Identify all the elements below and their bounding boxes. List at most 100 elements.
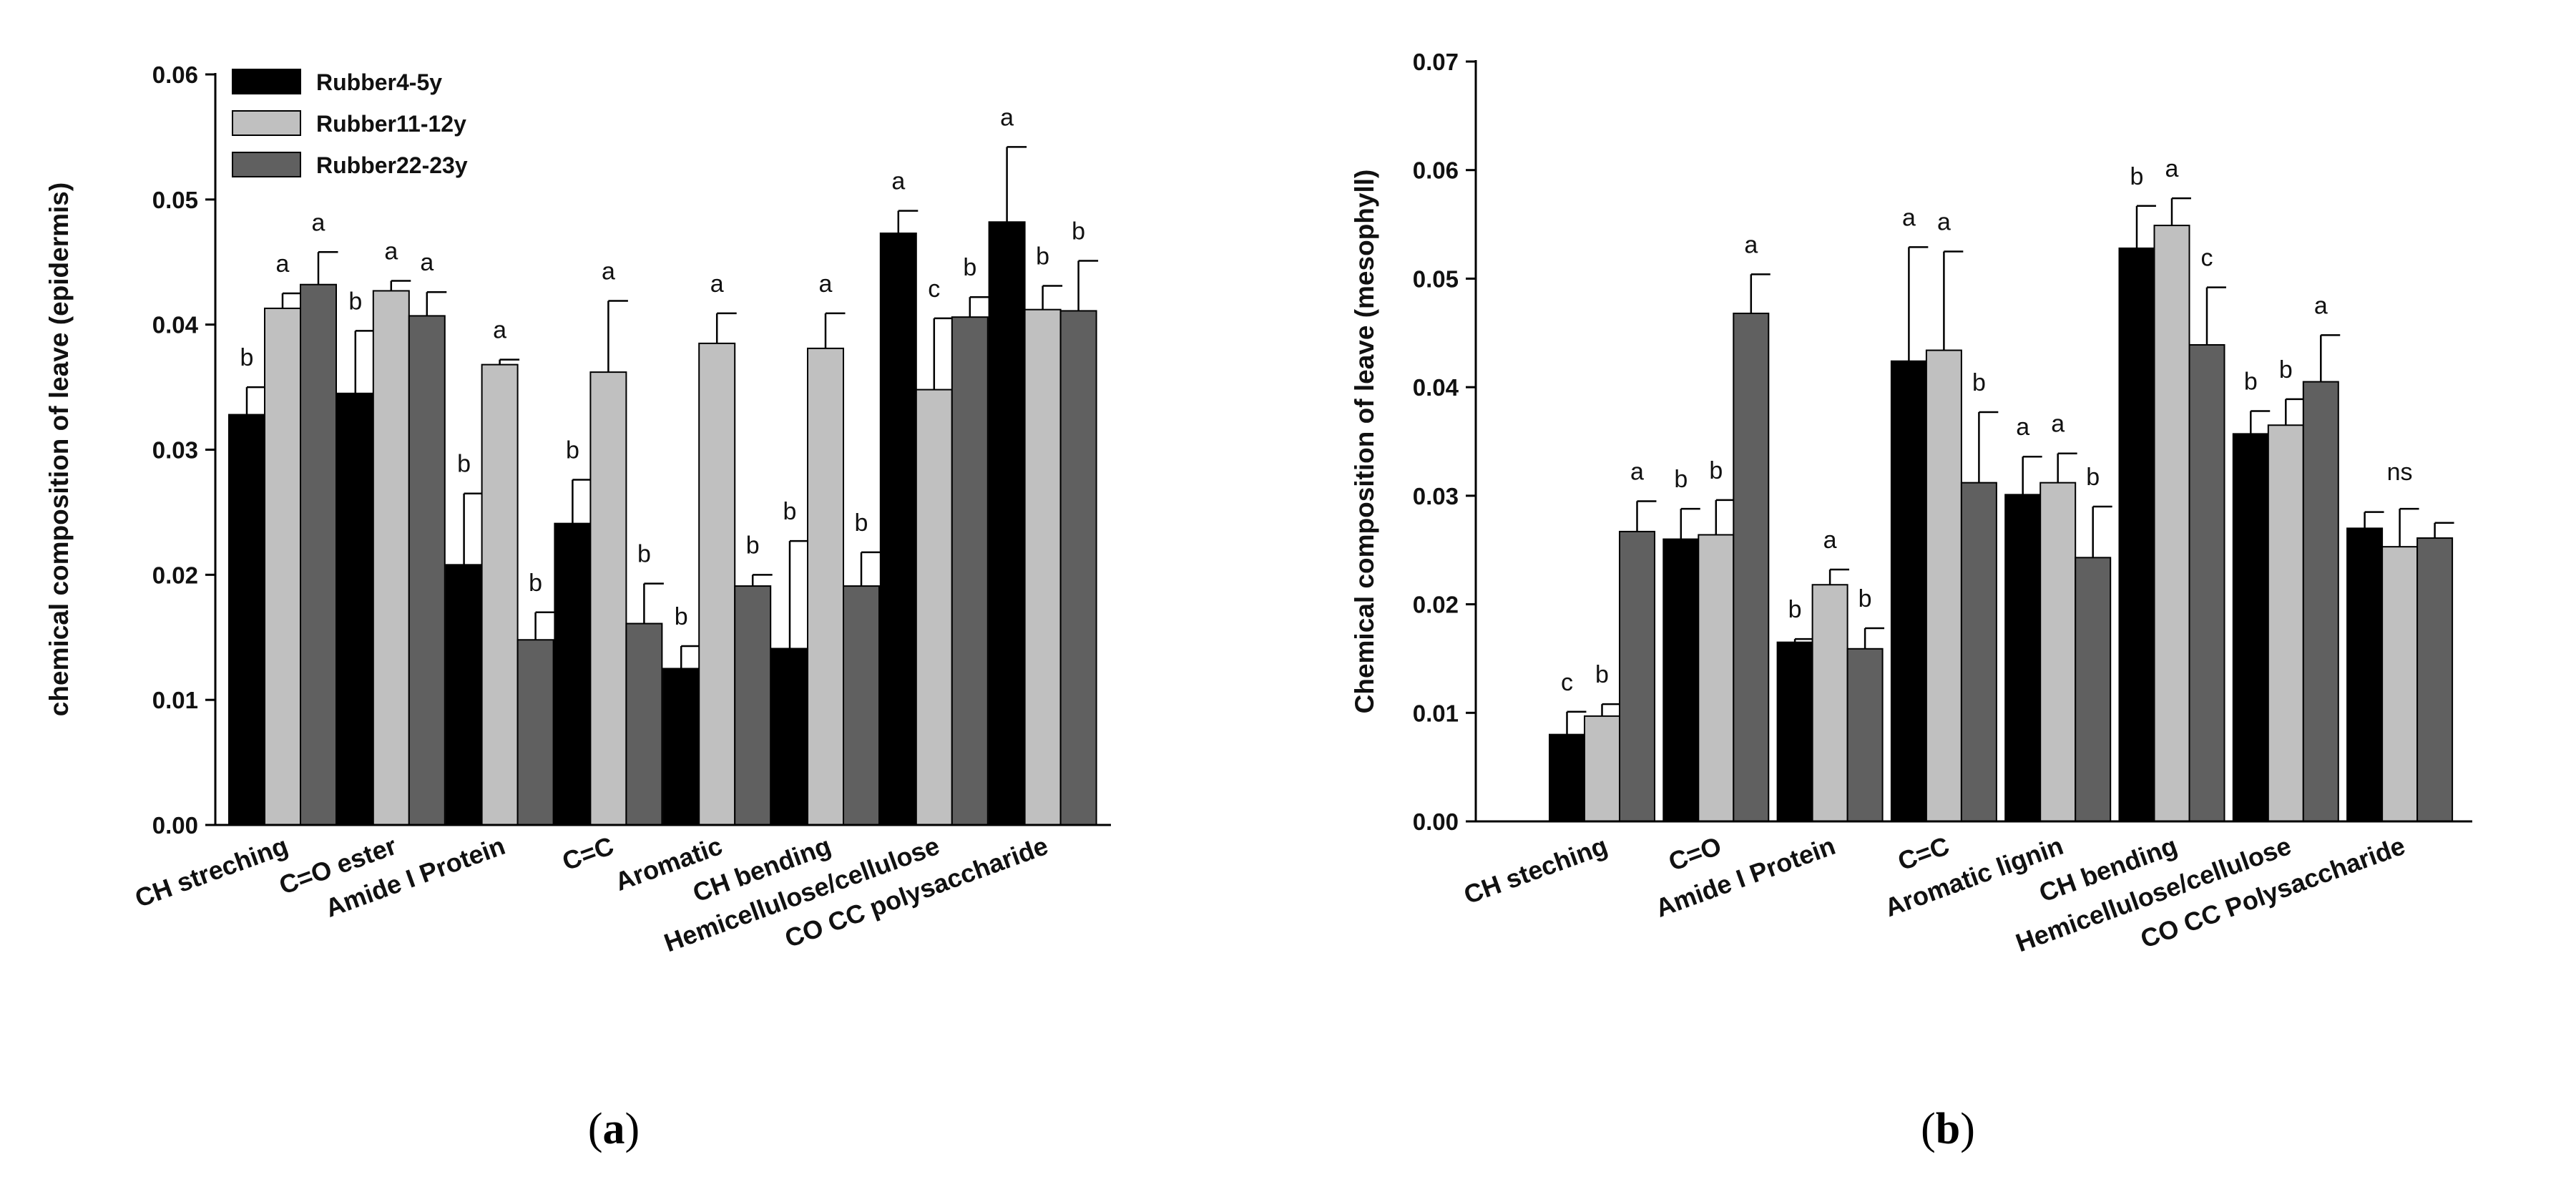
chart-b-ytick-label: 0.02 [1413,592,1459,618]
chart-b-bar [1960,482,1997,822]
chart-a-bar [1024,308,1062,826]
chart-b-significance-letter: b [1972,369,1986,396]
chart-a-ytick-label: 0.06 [152,62,198,88]
chart-b-bar [1925,349,1962,822]
chart-b-xtick-label: CH steching [1460,831,1611,909]
chart-a-significance-letter: b [566,436,579,464]
chart-b-ytick-label: 0.04 [1413,374,1459,401]
chart-b-ytick-label: 0.01 [1413,700,1459,726]
panel-label-b: (b) [1921,1105,1975,1153]
chart-b-ylabel: Chemical composition of leave (mesophyll… [1350,170,1379,714]
chart-a-significance-letter: b [240,344,254,371]
chart-b-significance-letter: b [2279,356,2293,384]
chart-b-significance-letter: c [1561,669,1573,696]
chart-a-bar [408,315,446,826]
chart-a-ytick-label: 0.03 [152,437,198,464]
chart-b-significance-letter: b [1709,457,1723,484]
chart-a-significance-letter: a [710,270,724,298]
chart-b-significance-letter: a [2016,414,2029,441]
chart-a-significance-letter: b [529,570,542,597]
chart-a-xtick-label: Amide I Protein [321,831,509,923]
chart-a-epidermis: 0.00 0.01 0.02 0.03 0.04 0.05 0.06 chemical com… [44,62,1111,957]
panel-label-a: (a) [588,1105,640,1153]
chart-b-bar [1662,538,1700,822]
chart-b-ytick-label: 0.06 [1413,157,1459,184]
chart-b-significance-letter: b [2086,464,2100,491]
chart-a-bar [372,290,410,826]
chart-b-significance-letter: b [1788,596,1802,623]
chart-b-bar [2416,537,2454,822]
chart-a-bar [625,622,663,826]
chart-a-legend-swatch [232,110,301,136]
chart-b-significance-letter: b [2244,368,2258,396]
chart-a-bar [771,648,808,826]
chart-b-ytick-label: 0.00 [1413,809,1459,835]
chart-b-significance-letter: b [2130,163,2144,190]
chart-a-ytick-label: 0.04 [152,312,199,338]
chart-b-bar [2267,424,2304,822]
chart-b-significance-letter: b [1858,585,1872,612]
chart-a-bar [988,221,1026,826]
chart-a-significance-letter: a [312,209,325,236]
chart-a-significance-letter: b [855,509,868,537]
chart-a-bar [843,585,880,826]
chart-a-significance-letter: b [675,603,688,630]
chart-a-bar [734,585,772,826]
chart-a-bar [336,392,374,826]
chart-a-significance-letter: b [1036,243,1049,270]
chart-a-bar [300,283,337,826]
chart-a-xtick-label: CH streching [131,831,292,913]
chart-b-significance-letter: b [1674,466,1688,493]
chart-a-bar [554,522,592,826]
chart-b-bar [2004,494,2042,823]
chart-b-bar [2075,557,2112,822]
chart-a-significance-letter: c [928,275,940,303]
chart-a-ytick-label: 0.00 [152,812,198,839]
chart-b-bar [2346,527,2384,822]
chart-a-bar [807,347,844,826]
chart-b-significance-letter: a [1823,527,1837,554]
chart-a-ytick-label: 0.01 [152,687,198,713]
chart-b-bar [1584,715,1620,823]
chart-b-xtick-label: C=O [1665,831,1725,876]
chart-b-significance-letter: a [2314,292,2328,319]
chart-a-significance-letter: a [493,317,506,344]
chart-b-bar [1776,641,1813,823]
chart-a-bar [228,414,265,826]
chart-a-bar [698,342,736,826]
chart-b-significance-letter: c [2201,245,2213,272]
chart-b-ytick-label: 0.05 [1413,265,1459,292]
chart-a-significance-letter: b [637,541,651,568]
chart-a-bar [264,307,301,826]
chart-b-bar [2232,433,2269,822]
chart-b-bar [1733,312,1770,822]
chart-a-ytick-label: 0.05 [152,187,198,213]
chart-b-bar [2188,343,2225,822]
chart-a-legend-label: Rubber11-12y [316,111,466,137]
chart-a-significance-letter: a [891,168,905,195]
chart-a-legend-label: Rubber22-23y [316,152,468,178]
chart-b-significance-letter: a [1630,458,1644,485]
chart-a-significance-letter: b [746,532,760,559]
chart-a-significance-letter: a [384,238,398,265]
chart-b-ytick-label: 0.07 [1413,49,1459,75]
chart-a-significance-letter: b [1072,218,1085,245]
chart-a-bar [951,316,989,826]
chart-b-mesophyll: 0.00 0.01 0.02 0.03 0.04 0.05 0.06 0.07 Chemical… [1350,49,2472,957]
chart-a-ytick-label: 0.02 [152,562,198,588]
chart-a-legend-swatch [232,69,301,94]
chart-b-bar [2039,482,2077,822]
chart-a-significance-letter: a [602,258,615,285]
chart-a-bar [662,668,700,826]
chart-b-bar [2118,247,2155,823]
chart-b-significance-letter: b [1595,661,1609,688]
chart-b-bar [1619,530,1655,822]
chart-a-significance-letter: a [1000,104,1014,131]
chart-a-bar [1059,310,1097,826]
chart-b-significance-letter: a [1902,204,1916,231]
chart-b-bar [1698,534,1735,823]
chart-b-ytick-label: 0.03 [1413,483,1459,509]
chart-b-significance-letter: a [2051,411,2065,438]
chart-a-significance-letter: a [819,270,833,298]
chart-a-significance-letter: a [420,249,434,276]
